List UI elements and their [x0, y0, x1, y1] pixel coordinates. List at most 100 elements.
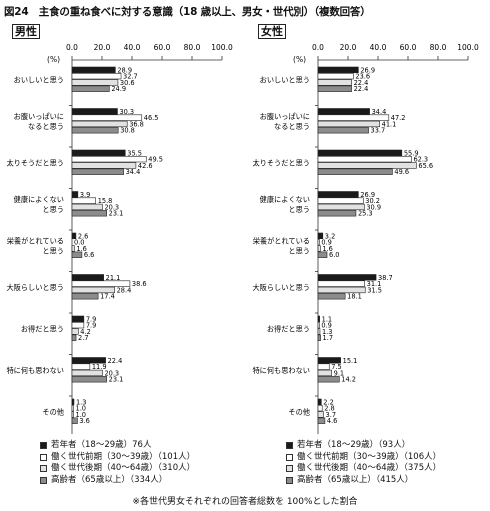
bar	[71, 156, 147, 163]
bar-value-label: 18.1	[347, 293, 362, 301]
bar	[317, 334, 321, 341]
bar-value-label: 4.6	[327, 417, 338, 425]
bar	[317, 315, 320, 322]
bar	[71, 85, 110, 92]
bar-value-label: 1.0	[76, 411, 87, 419]
unit-label: (%)	[47, 55, 60, 64]
bar-value-label: 4.2	[80, 328, 91, 336]
bar	[317, 357, 341, 364]
category-label: お得だと思う	[267, 325, 310, 334]
bar	[317, 79, 352, 86]
category-label: 栄養がとれている	[7, 237, 64, 246]
x-tick-label: 20.0	[94, 43, 111, 52]
bar	[317, 232, 324, 239]
bar	[317, 245, 321, 252]
category-label: と思う	[42, 247, 64, 256]
bar-value-label: 3.7	[326, 411, 337, 419]
bar	[317, 162, 417, 169]
legend-swatch	[286, 453, 293, 461]
legend-item: 働く世代後期（40～64歳）（310人）	[40, 463, 195, 475]
bar	[71, 369, 103, 377]
bar-value-label: 15.8	[98, 197, 113, 205]
x-tick-label: 60.0	[154, 43, 171, 52]
legend-label: 若年者（18～29歳）76人	[51, 440, 152, 450]
legend-label: 高齢者（65歳以上）（415人）	[297, 474, 414, 485]
bar	[71, 210, 107, 217]
bar	[71, 162, 137, 169]
bar-value-label: 30.9	[366, 203, 381, 211]
bar	[71, 79, 119, 86]
bar	[71, 315, 85, 322]
bar	[317, 328, 321, 335]
x-tick-label: 40.0	[124, 43, 141, 52]
bar-value-label: 17.4	[100, 293, 115, 301]
legend-male: 若年者（18～29歳）76人 働く世代前期（30～39歳）（101人） 働く世代後期…	[40, 440, 195, 486]
bar-value-label: 42.6	[138, 162, 153, 170]
bar	[71, 114, 143, 121]
bar	[71, 232, 77, 239]
female-chart-panel: 女性 (%) 0.0 20.0 40.0 60.0 80.0 100.0 おいしいと思う 26.…	[248, 24, 488, 489]
category-label: なると思う	[274, 122, 310, 131]
panel-label-female: 女性	[258, 24, 286, 39]
bar-value-label: 6.0	[329, 251, 340, 259]
bar-value-label: 2.7	[78, 334, 89, 342]
bar	[317, 168, 393, 175]
bar	[317, 108, 370, 115]
bar	[71, 251, 83, 258]
x-tick-label: 80.0	[184, 43, 201, 52]
bar-value-label: 14.2	[341, 376, 356, 384]
bar	[317, 251, 328, 258]
category-label: おいしいと思う	[14, 76, 64, 85]
bar	[317, 286, 366, 294]
bar	[317, 293, 346, 300]
bar	[71, 328, 79, 335]
bar	[71, 286, 115, 294]
bar-value-label: 7.9	[86, 322, 97, 330]
category-label: 栄養がとれている	[253, 237, 310, 246]
bar	[71, 108, 118, 115]
category-label: 太りそうだと思う	[6, 159, 64, 168]
bar-value-label: 21.1	[106, 274, 121, 282]
bar-value-label: 30.2	[365, 197, 380, 205]
bar-value-label: 15.1	[343, 357, 358, 365]
bar	[317, 149, 403, 156]
legend-item: 働く世代後期（40～64歳）（375人）	[286, 463, 441, 475]
category-label: 特に何も思わない	[252, 366, 310, 375]
bar-value-label: 46.5	[144, 114, 159, 122]
bar	[317, 85, 352, 92]
legend-item: 若年者（18～29歳）76人	[40, 440, 195, 452]
category-label: と思う	[288, 205, 310, 214]
bar	[71, 203, 103, 211]
bar	[317, 274, 377, 281]
x-tick-label: 100.0	[457, 43, 479, 52]
bar	[317, 127, 369, 134]
bar-value-label: 0.9	[321, 239, 332, 247]
bar-value-label: 31.5	[367, 286, 382, 294]
bar-value-label: 1.1	[322, 315, 333, 323]
bar	[317, 376, 340, 383]
bar	[71, 293, 99, 300]
bar-value-label: 3.2	[325, 232, 336, 240]
category-label: 健康によくない	[14, 195, 64, 204]
bar-value-label: 1.3	[76, 398, 87, 406]
bar-value-label: 31.1	[367, 280, 382, 288]
legend-item: 働く世代前期（30～39歳）（106人）	[286, 452, 441, 464]
bar	[317, 411, 324, 418]
bar-value-label: 34.4	[372, 108, 387, 116]
bar	[317, 120, 380, 128]
legend-swatch	[40, 465, 47, 473]
category-label: その他	[42, 408, 64, 417]
category-label: お腹いっぱいに	[14, 112, 64, 121]
bar-value-label: 7.5	[331, 363, 342, 371]
bar-value-label: 49.6	[394, 168, 409, 176]
bar	[71, 357, 106, 364]
male-bar-chart: (%) 0.0 20.0 40.0 60.0 80.0 100.0 おいしいと思う 28.932…	[6, 43, 233, 434]
bar-value-label: 7.9	[86, 315, 97, 323]
bar	[317, 114, 390, 121]
legend-label: 働く世代前期（30～39歳）（106人）	[297, 451, 442, 462]
bar-value-label: 1.3	[322, 328, 333, 336]
legend-label: 働く世代前期（30～39歳）（101人）	[51, 451, 196, 462]
bar	[71, 363, 91, 370]
category-label: 大阪らしいと思う	[6, 283, 64, 292]
legend-item: 働く世代前期（30～39歳）（101人）	[40, 452, 195, 464]
